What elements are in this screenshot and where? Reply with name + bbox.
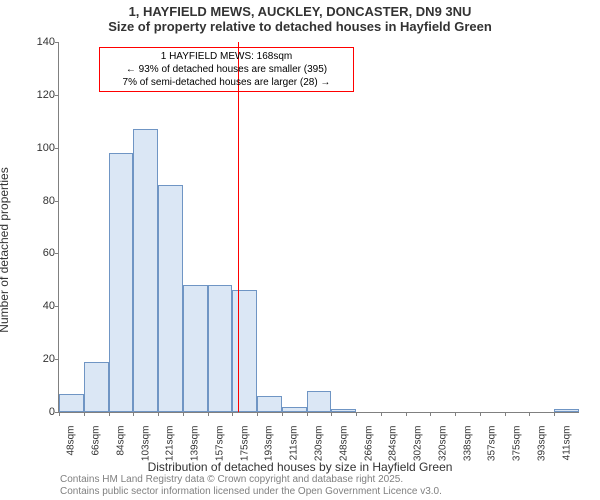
y-tick-label: 120: [37, 89, 55, 101]
x-tick-mark: [208, 412, 209, 416]
x-axis-label: Distribution of detached houses by size …: [0, 460, 600, 474]
x-tick-mark: [381, 412, 382, 416]
y-tick-label: 60: [43, 247, 55, 259]
x-tick-mark: [232, 412, 233, 416]
y-tick-mark: [55, 95, 59, 96]
x-tick-mark: [133, 412, 134, 416]
x-tick-mark: [257, 412, 258, 416]
histogram-bar: [109, 153, 134, 412]
x-tick-mark: [307, 412, 308, 416]
footer-line-2: Contains public sector information licen…: [60, 486, 442, 498]
y-tick-mark: [55, 306, 59, 307]
x-tick-mark: [356, 412, 357, 416]
footer-attribution: Contains HM Land Registry data © Crown c…: [60, 474, 442, 498]
x-tick-mark: [84, 412, 85, 416]
x-tick-mark: [480, 412, 481, 416]
histogram-bar: [158, 185, 183, 412]
y-tick-mark: [55, 148, 59, 149]
plot-area: 02040608010012014048sqm66sqm84sqm103sqm1…: [58, 42, 579, 413]
x-tick-mark: [505, 412, 506, 416]
histogram-bar: [133, 129, 158, 412]
chart-container: 1, HAYFIELD MEWS, AUCKLEY, DONCASTER, DN…: [0, 0, 600, 500]
y-tick-mark: [55, 42, 59, 43]
y-tick-label: 40: [43, 300, 55, 312]
callout-line-2: ← 93% of detached houses are smaller (39…: [104, 63, 349, 76]
histogram-bar: [257, 396, 282, 412]
x-tick-mark: [430, 412, 431, 416]
footer-line-1: Contains HM Land Registry data © Crown c…: [60, 474, 442, 486]
histogram-bar: [282, 407, 307, 412]
y-tick-mark: [55, 359, 59, 360]
y-tick-label: 140: [37, 36, 55, 48]
y-tick-label: 100: [37, 142, 55, 154]
y-tick-label: 20: [43, 353, 55, 365]
x-tick-mark: [59, 412, 60, 416]
histogram-bar: [59, 394, 84, 413]
chart-title: 1, HAYFIELD MEWS, AUCKLEY, DONCASTER, DN…: [0, 4, 600, 34]
histogram-bar: [208, 285, 233, 412]
histogram-bar: [307, 391, 332, 412]
x-tick-mark: [554, 412, 555, 416]
histogram-bar: [183, 285, 208, 412]
y-axis-label: Number of detached properties: [0, 167, 11, 332]
x-tick-mark: [455, 412, 456, 416]
x-tick-mark: [183, 412, 184, 416]
callout-box: 1 HAYFIELD MEWS: 168sqm← 93% of detached…: [99, 47, 354, 92]
title-line-1: 1, HAYFIELD MEWS, AUCKLEY, DONCASTER, DN…: [0, 4, 600, 19]
histogram-bar: [84, 362, 109, 412]
x-tick-mark: [109, 412, 110, 416]
x-tick-mark: [529, 412, 530, 416]
callout-line-1: 1 HAYFIELD MEWS: 168sqm: [104, 50, 349, 63]
y-tick-mark: [55, 201, 59, 202]
x-tick-mark: [406, 412, 407, 416]
x-tick-mark: [331, 412, 332, 416]
marker-line: [238, 42, 239, 412]
title-line-2: Size of property relative to detached ho…: [0, 19, 600, 34]
histogram-bar: [232, 290, 257, 412]
y-tick-label: 80: [43, 195, 55, 207]
callout-line-3: 7% of semi-detached houses are larger (2…: [104, 76, 349, 89]
histogram-bar: [554, 409, 579, 412]
y-tick-mark: [55, 253, 59, 254]
histogram-bar: [331, 409, 356, 412]
x-tick-mark: [158, 412, 159, 416]
x-tick-mark: [282, 412, 283, 416]
